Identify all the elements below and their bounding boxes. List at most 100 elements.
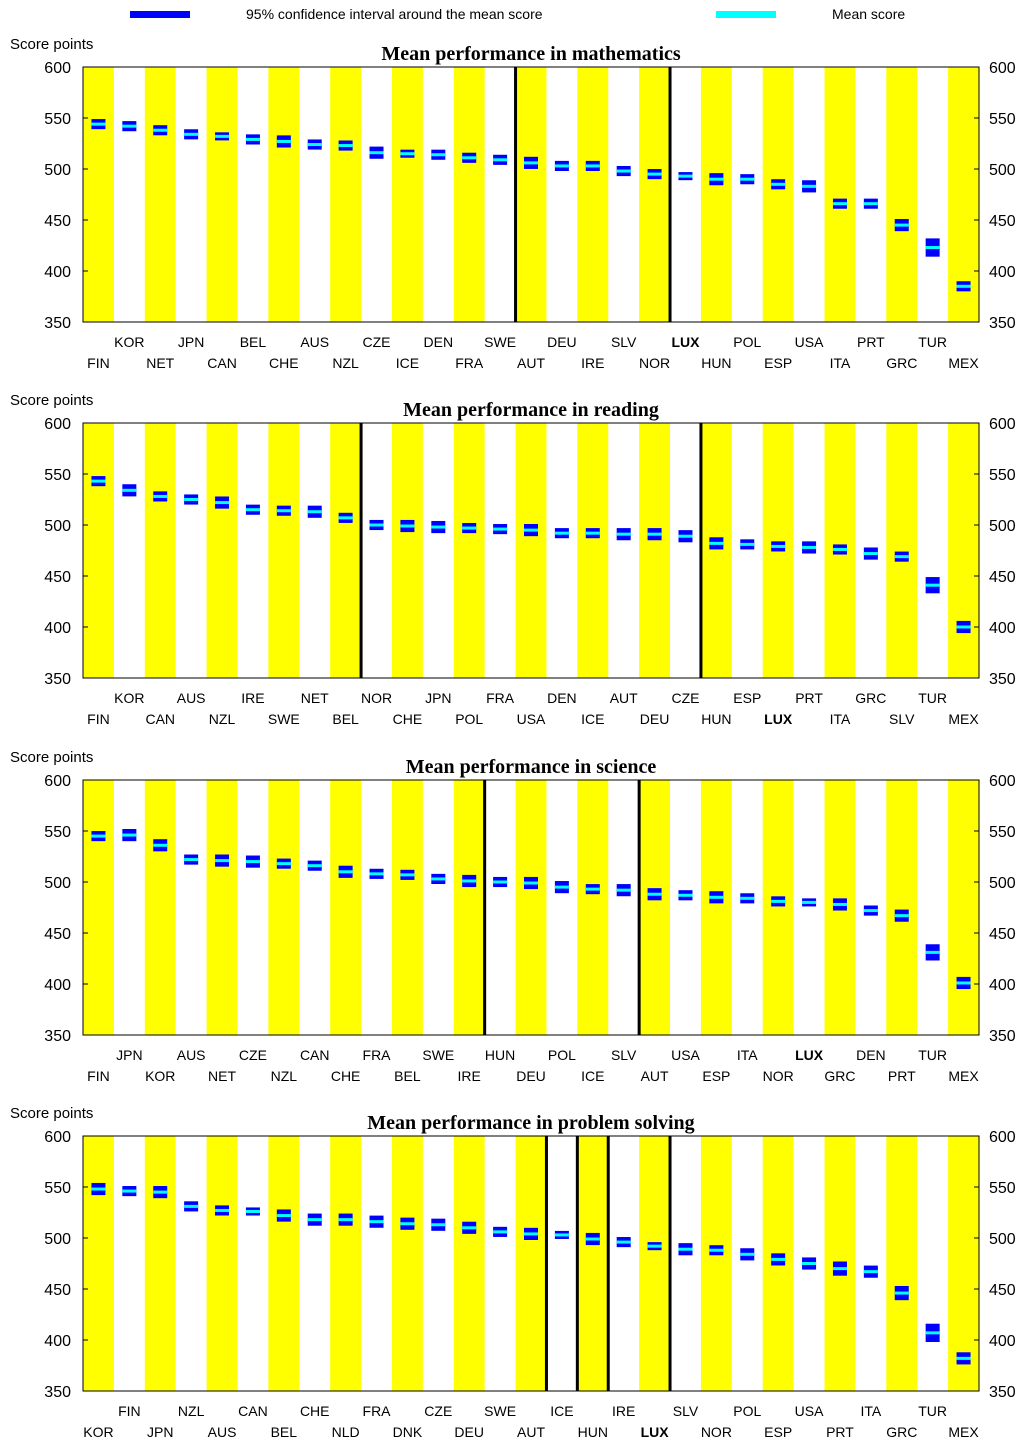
x-tick-label: NOR (701, 1424, 732, 1439)
x-tick-label: IRE (458, 1068, 481, 1084)
chart-title: Mean performance in mathematics (381, 43, 681, 65)
mean-marker (647, 532, 662, 536)
mean-marker (616, 169, 631, 173)
column-band (948, 780, 979, 1035)
x-tick-label: USA (671, 1047, 700, 1063)
mean-marker (276, 139, 291, 143)
x-tick-label: POL (733, 334, 761, 350)
mean-marker (91, 1187, 106, 1191)
mean-marker (863, 552, 878, 556)
x-tick-label: TUR (918, 1047, 947, 1063)
column-band (515, 423, 547, 678)
x-tick-label: HUN (578, 1424, 608, 1439)
x-tick-label: CHE (393, 711, 423, 727)
mean-marker (740, 896, 755, 900)
x-tick-label: AUS (300, 334, 329, 350)
plot-frame (82, 422, 980, 679)
column-band (577, 67, 609, 322)
column-band (391, 1136, 423, 1391)
mean-marker (554, 1233, 569, 1237)
mean-marker (832, 902, 847, 906)
mean-marker (524, 881, 538, 885)
mean-marker (524, 161, 538, 165)
column-band (453, 423, 485, 678)
y-tick-label-left: 600 (44, 1129, 71, 1146)
column-band (83, 67, 114, 322)
x-tick-label: BEL (240, 334, 267, 350)
y-tick-label-left: 450 (44, 213, 71, 230)
panel-2: 350 350 400 400 450 450 500 500 550 550 600 600 Scor… (10, 392, 1016, 727)
mean-marker (153, 128, 168, 132)
y-tick-label-right: 550 (989, 111, 1016, 128)
x-tick-label: CHE (300, 1403, 330, 1419)
x-tick-label: HUN (485, 1047, 515, 1063)
mean-marker (709, 541, 724, 545)
mean-marker (925, 583, 940, 587)
x-tick-label: BEL (394, 1068, 421, 1084)
y-tick-label-left: 350 (44, 671, 71, 688)
x-tick-label: FRA (455, 355, 484, 371)
column-band (700, 780, 732, 1035)
x-tick-label: GRC (886, 355, 917, 371)
x-tick-label: USA (517, 711, 546, 727)
x-tick-label: NZL (271, 1068, 298, 1084)
column-band (762, 780, 794, 1035)
x-tick-label: CAN (207, 355, 237, 371)
legend-ci-item: 95% confidence interval around the mean … (130, 6, 543, 22)
x-tick-label: SLV (673, 1403, 699, 1419)
column-band (144, 1136, 176, 1391)
mean-marker (493, 158, 508, 162)
mean-marker (802, 184, 817, 188)
x-tick-label: FIN (87, 711, 110, 727)
x-tick-label: NET (208, 1068, 236, 1084)
y-tick-label-right: 450 (989, 569, 1016, 586)
mean-marker (276, 509, 291, 513)
x-tick-label: MEX (948, 1424, 979, 1439)
x-tick-label: AUS (177, 1047, 206, 1063)
mean-marker (493, 527, 508, 531)
mean-marker (91, 122, 106, 126)
mean-marker (245, 1209, 260, 1213)
x-tick-label: ITA (830, 711, 851, 727)
column-band (700, 67, 732, 322)
y-tick-label-right: 350 (989, 1028, 1016, 1045)
y-tick-label-right: 550 (989, 1180, 1016, 1197)
y-tick-label-left: 500 (44, 875, 71, 892)
y-tick-label-right: 600 (989, 60, 1016, 77)
column-band (206, 1136, 238, 1391)
x-tick-label: PRT (795, 690, 823, 706)
mean-marker (925, 246, 940, 250)
x-tick-label: ITA (860, 1403, 881, 1419)
mean-marker (91, 834, 106, 838)
column-band (577, 1136, 609, 1391)
mean-marker (431, 877, 446, 881)
mean-marker (771, 1257, 786, 1261)
x-tick-label: DEU (640, 711, 670, 727)
mean-marker (647, 172, 662, 176)
column-band (515, 67, 547, 322)
x-tick-label: LUX (764, 711, 793, 727)
x-tick-label: KOR (114, 334, 144, 350)
x-tick-label: LUX (671, 334, 700, 350)
mean-marker (400, 524, 415, 528)
x-tick-label: NET (146, 355, 174, 371)
mean-marker (709, 1248, 724, 1252)
x-tick-label: CAN (238, 1403, 268, 1419)
mean-marker (956, 1356, 971, 1360)
x-tick-label: SWE (268, 711, 300, 727)
x-tick-label: SWE (422, 1047, 454, 1063)
mean-marker (771, 182, 786, 186)
y-tick-label-left: 400 (44, 264, 71, 281)
y-tick-label-left: 400 (44, 1333, 71, 1350)
x-tick-label: ICE (396, 355, 419, 371)
x-tick-label: CAN (300, 1047, 330, 1063)
x-tick-label: JPN (147, 1424, 173, 1439)
x-tick-label: TUR (918, 334, 947, 350)
x-tick-label: SWE (484, 334, 516, 350)
x-tick-label: NET (301, 690, 329, 706)
x-tick-label: ITA (737, 1047, 758, 1063)
column-band (577, 423, 609, 678)
mean-marker (184, 858, 199, 862)
mean-marker (184, 498, 199, 501)
x-tick-label: POL (548, 1047, 576, 1063)
